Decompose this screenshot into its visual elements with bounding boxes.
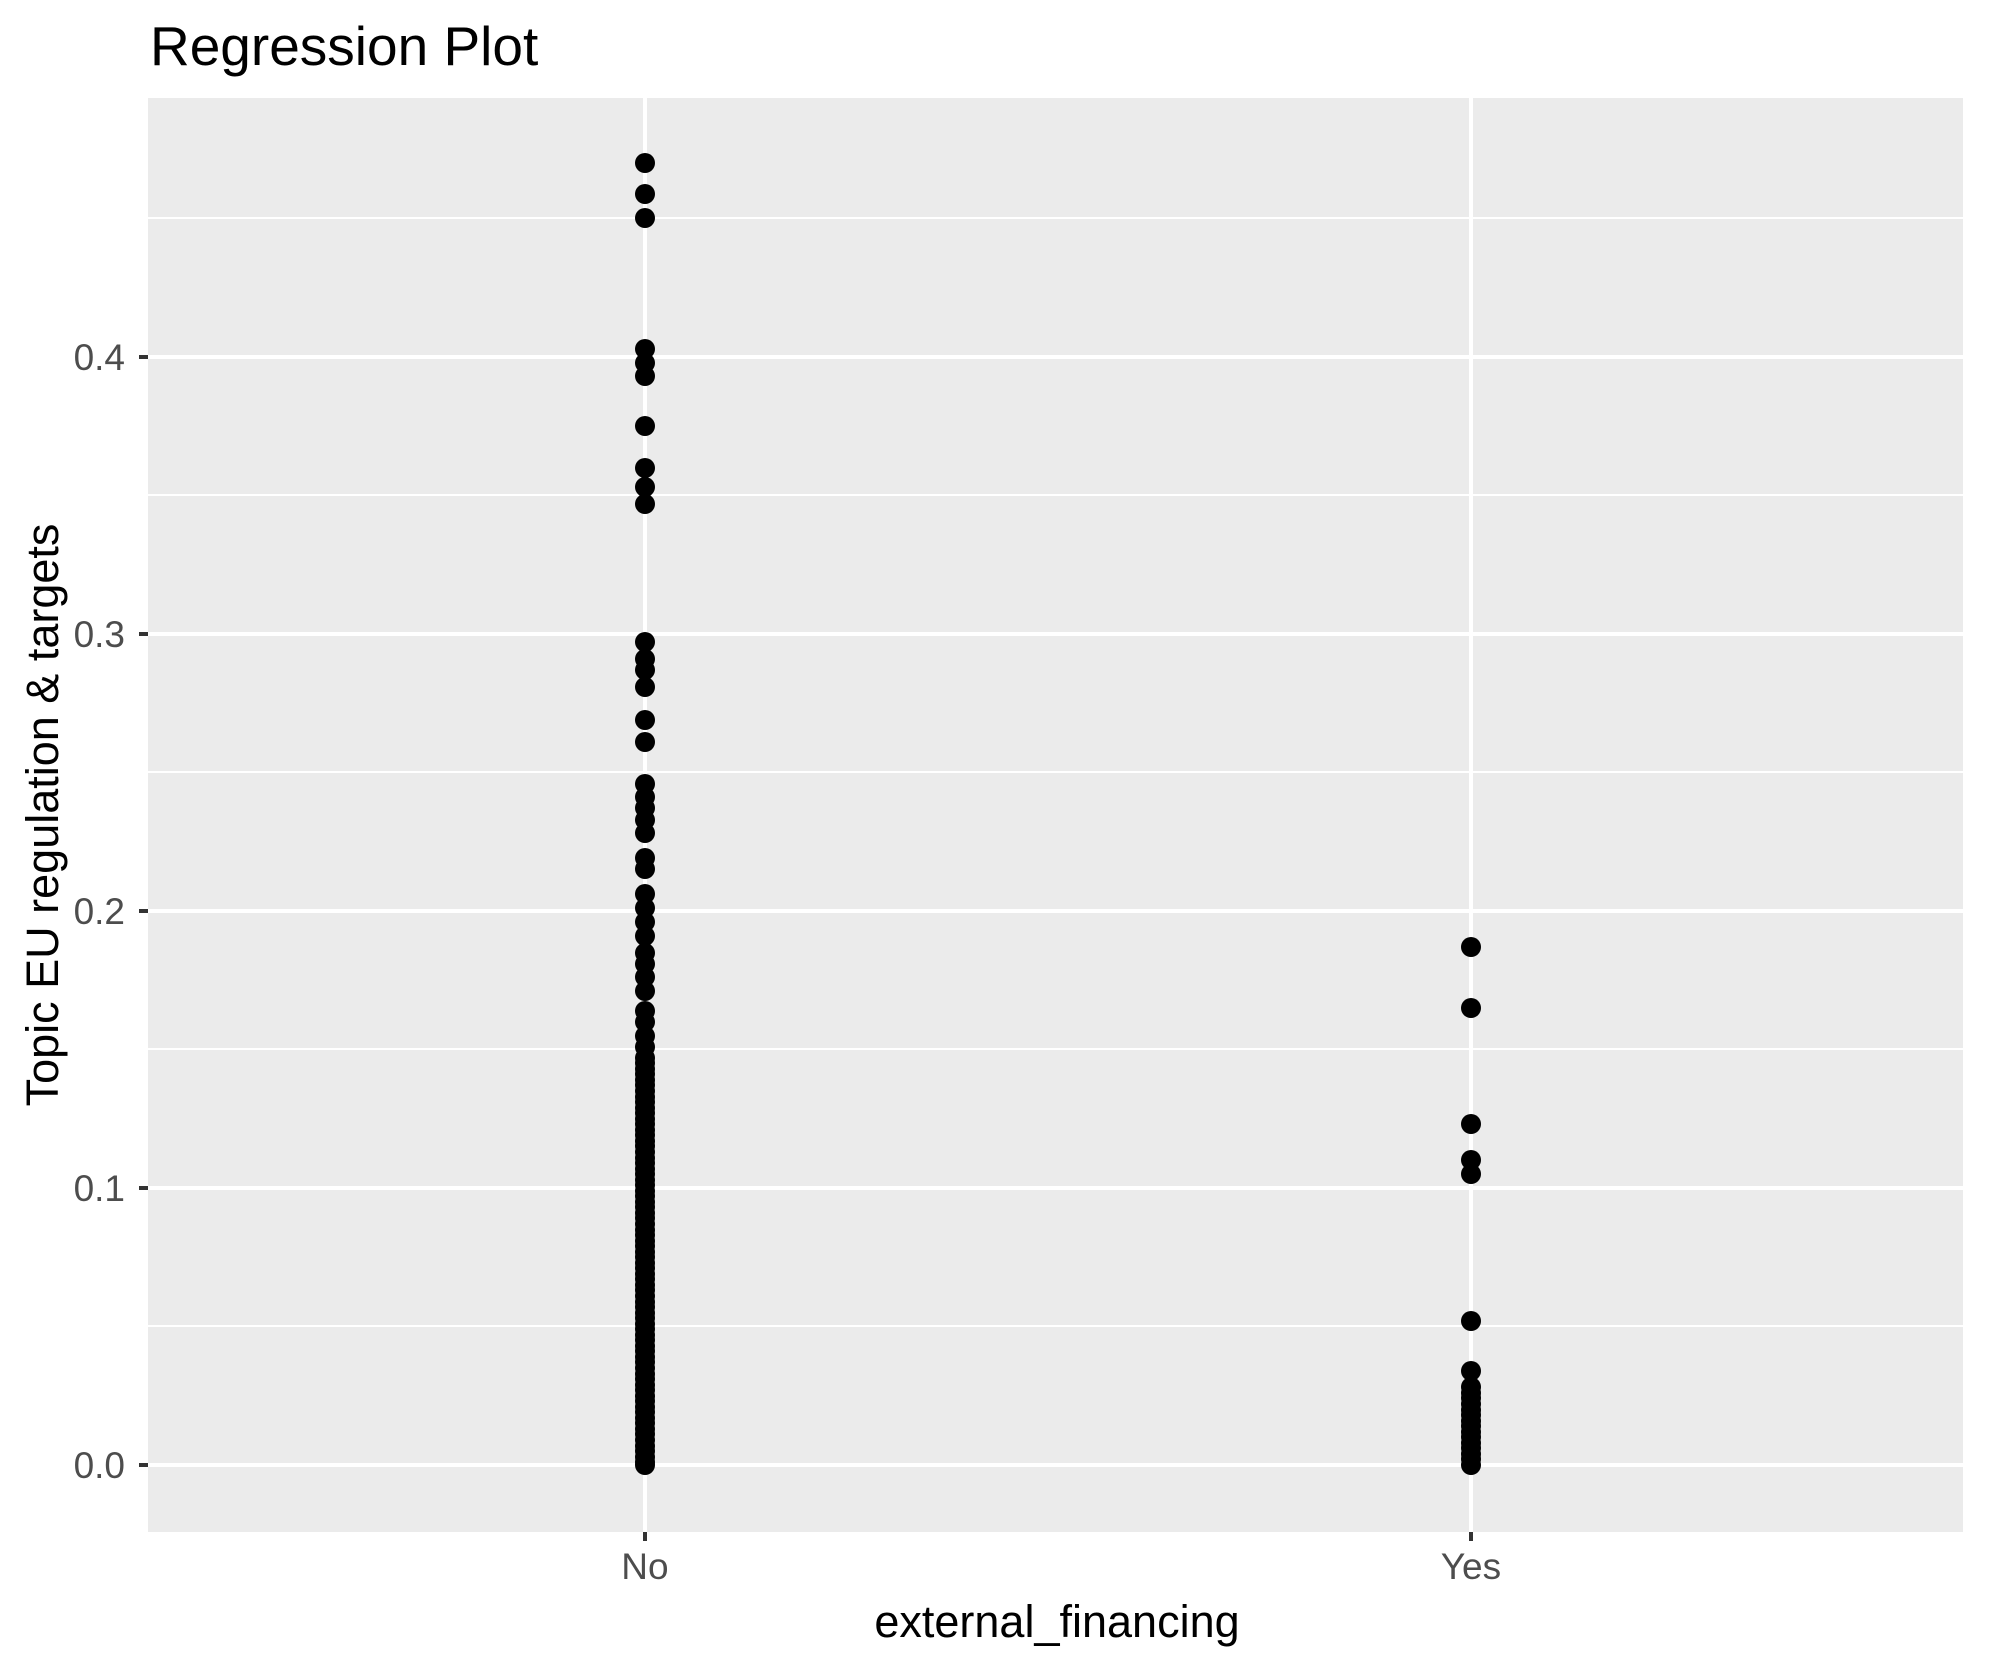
data-point [1460, 1114, 1481, 1135]
data-point [1460, 1454, 1481, 1475]
data-point [634, 632, 655, 653]
plot-title: Regression Plot [150, 15, 539, 77]
data-point [634, 1454, 655, 1475]
x-tick-mark [1468, 1532, 1473, 1541]
y-tick-mark [139, 1185, 148, 1190]
y-tick-mark [139, 908, 148, 913]
data-point [634, 457, 655, 478]
y-tick-mark [139, 354, 148, 359]
data-point [634, 153, 655, 174]
y-tick-label: 0.2 [73, 890, 125, 932]
gridline-category-yes [1468, 98, 1473, 1532]
gridline-major-y-0.3 [148, 631, 1963, 636]
y-tick-label: 0.4 [73, 336, 125, 378]
data-point [634, 477, 655, 498]
gridline-minor-y-0.25 [148, 771, 1963, 774]
plot-panel [148, 98, 1963, 1532]
data-point [634, 732, 655, 752]
data-point [634, 416, 655, 437]
data-point [634, 366, 655, 387]
y-axis-title: Topic EU regulation & targets [17, 523, 68, 1107]
gridline-major-y-0 [148, 1462, 1963, 1467]
y-tick-mark [139, 631, 148, 636]
y-tick-label: 0.1 [73, 1167, 125, 1209]
data-point [634, 925, 655, 946]
gridline-minor-y-0.35 [148, 494, 1963, 497]
y-tick-label: 0.3 [73, 613, 125, 655]
data-point [634, 208, 655, 229]
gridline-major-y-0.4 [148, 354, 1963, 359]
data-point [1460, 997, 1481, 1018]
x-tick-label: Yes [1440, 1546, 1502, 1587]
data-point [1460, 1360, 1481, 1381]
x-axis-title: external_financing [874, 1596, 1240, 1647]
gridline-minor-y-0.45 [148, 217, 1963, 220]
data-point [634, 676, 655, 697]
data-point [634, 709, 655, 730]
data-point [634, 183, 655, 204]
data-point [634, 859, 655, 880]
data-point [1460, 936, 1481, 957]
data-point [634, 659, 655, 680]
gridline-minor-y-0.15 [148, 1048, 1963, 1051]
gridline-major-y-0.1 [148, 1185, 1963, 1190]
data-point [1460, 1310, 1481, 1331]
data-point [634, 981, 655, 1002]
x-tick-mark [642, 1532, 647, 1541]
y-tick-mark [139, 1462, 148, 1467]
data-point [634, 493, 655, 514]
data-point [1460, 1164, 1481, 1185]
data-point [634, 823, 655, 844]
x-tick-label: No [621, 1546, 669, 1587]
gridline-minor-y-0.05 [148, 1325, 1963, 1328]
y-tick-label: 0.0 [73, 1444, 125, 1486]
gridline-major-y-0.2 [148, 908, 1963, 913]
